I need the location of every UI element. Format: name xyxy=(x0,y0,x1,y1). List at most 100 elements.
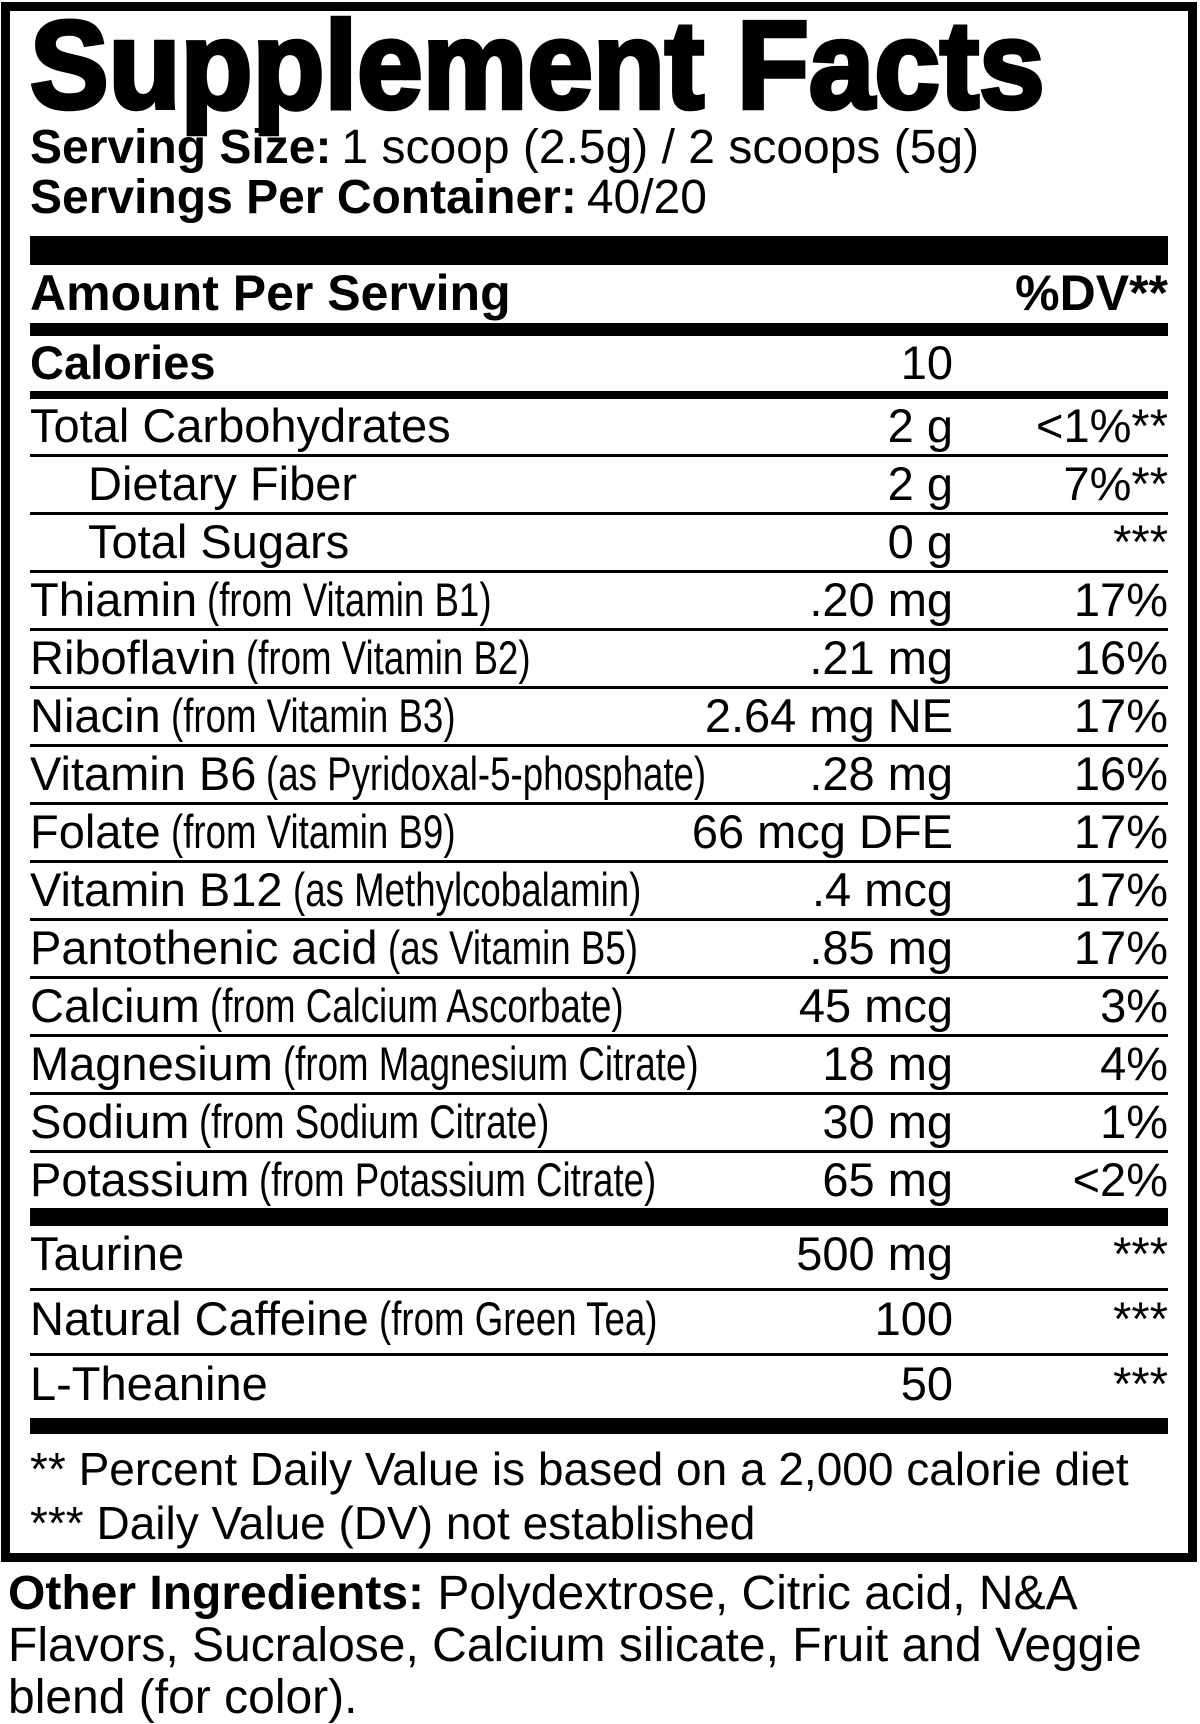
amount-per-serving-header: Amount Per Serving xyxy=(30,265,511,321)
supplement-facts-panel: Supplement Facts Serving Size: 1 scoop (2… xyxy=(1,2,1197,1562)
table-row: Folate (from Vitamin B9) 66 mcg DFE 17% xyxy=(30,805,1168,863)
table-row: L-Theanine 50 *** xyxy=(30,1356,1168,1418)
table-row: Natural Caffeine (from Green Tea) 100 *** xyxy=(30,1291,1168,1356)
nutrient-source: (from Potassium Citrate) xyxy=(259,1153,657,1206)
amount-value: .21 mg xyxy=(809,631,953,684)
page-title: Supplement Facts xyxy=(28,2,1047,135)
other-ingredients-label: Other Ingredients: xyxy=(8,1567,425,1620)
serving-size-label: Serving Size: xyxy=(30,121,332,174)
amount-value: .85 mg xyxy=(809,921,953,974)
daily-value: *** xyxy=(1113,1292,1168,1345)
amount-value: 66 mcg DFE xyxy=(691,805,953,858)
nutrient-label: Dietary Fiber xyxy=(88,457,358,510)
daily-value: 17% xyxy=(1073,863,1168,916)
nutrient-source: (as Methylcobalamin) xyxy=(292,863,641,916)
nutrient-table-actives: Taurine 500 mg *** Natural Caffeine (from… xyxy=(30,1226,1168,1418)
daily-value: *** xyxy=(1113,1357,1168,1410)
amount-value: 2 g xyxy=(887,457,953,510)
table-row: Potassium (from Potassium Citrate) 65 mg … xyxy=(30,1153,1168,1208)
nutrient-source: (from Vitamin B9) xyxy=(170,805,456,858)
table-row: Magnesium (from Magnesium Citrate) 18 mg … xyxy=(30,1037,1168,1095)
nutrient-label: Calories xyxy=(30,336,216,389)
table-row: Niacin (from Vitamin B3) 2.64 mg NE 17% xyxy=(30,689,1168,747)
nutrient-name-cell: Thiamin (from Vitamin B1) xyxy=(30,573,703,626)
daily-value: 17% xyxy=(1073,689,1168,742)
daily-value: 17% xyxy=(1073,921,1168,974)
nutrient-label: Thiamin xyxy=(30,573,198,626)
nutrient-label: Niacin xyxy=(30,689,161,742)
amount-value: 2 g xyxy=(887,399,953,452)
nutrient-source: (from Green Tea) xyxy=(378,1292,658,1345)
nutrient-name-cell: Calcium (from Calcium Ascorbate) xyxy=(30,979,703,1032)
nutrient-name-cell: Calories xyxy=(30,336,703,389)
nutrient-name-cell: Taurine xyxy=(30,1226,703,1282)
percent-dv-header: %DV** xyxy=(1015,265,1168,321)
nutrient-label: Pantothenic acid xyxy=(30,921,378,974)
daily-value: <1%** xyxy=(1036,399,1168,452)
servings-per-container-line: Servings Per Container: 40/20 xyxy=(30,173,1168,223)
nutrient-name-cell: Potassium (from Potassium Citrate) xyxy=(30,1153,703,1206)
footnote-dv-not-established: *** Daily Value (DV) not established xyxy=(30,1497,756,1549)
other-ingredients: Other Ingredients: Polydextrose, Citric … xyxy=(0,1562,1200,1724)
amount-value: .4 mcg xyxy=(811,863,953,916)
table-row: Vitamin B12 (as Methylcobalamin) .4 mcg 1… xyxy=(30,863,1168,921)
table-row: Sodium (from Sodium Citrate) 30 mg 1% xyxy=(30,1095,1168,1153)
section-divider-actives xyxy=(30,1208,1168,1226)
amount-value: 0 g xyxy=(887,515,953,568)
nutrient-label: Calcium xyxy=(30,979,200,1032)
daily-value: <2% xyxy=(1072,1153,1168,1206)
section-divider-footnotes xyxy=(30,1418,1168,1434)
daily-value: 1% xyxy=(1100,1095,1168,1148)
nutrient-label: Sodium xyxy=(30,1095,190,1148)
nutrient-source: (from Sodium Citrate) xyxy=(199,1095,550,1148)
nutrient-source: (as Pyridoxal-5-phosphate) xyxy=(266,747,707,800)
nutrient-label: Total Sugars xyxy=(88,515,350,568)
nutrient-label: L-Theanine xyxy=(30,1357,268,1410)
amount-value: 30 mg xyxy=(822,1095,953,1148)
nutrient-name-cell: Niacin (from Vitamin B3) xyxy=(30,689,703,742)
daily-value: 16% xyxy=(1073,747,1168,800)
amount-value: 500 mg xyxy=(796,1227,953,1280)
nutrient-name-cell: Pantothenic acid (as Vitamin B5) xyxy=(30,921,703,974)
amount-value: 10 xyxy=(900,336,953,389)
table-row: Riboflavin (from Vitamin B2) .21 mg 16% xyxy=(30,631,1168,689)
nutrient-name-cell: Natural Caffeine (from Green Tea) xyxy=(30,1291,703,1347)
table-row: Taurine 500 mg *** xyxy=(30,1226,1168,1291)
nutrient-table-main: Calories 10 Total Carbohydrates 2 g <1%*… xyxy=(30,336,1168,1208)
table-row: Thiamin (from Vitamin B1) .20 mg 17% xyxy=(30,573,1168,631)
daily-value: 17% xyxy=(1073,805,1168,858)
nutrient-label: Taurine xyxy=(30,1227,185,1280)
daily-value: 3% xyxy=(1100,979,1168,1032)
servings-per-container-value: 40/20 xyxy=(586,171,707,224)
nutrient-name-cell: Folate (from Vitamin B9) xyxy=(30,805,692,858)
nutrient-name-cell: Magnesium (from Magnesium Citrate) xyxy=(30,1037,703,1090)
nutrient-name-cell: Sodium (from Sodium Citrate) xyxy=(30,1095,703,1148)
nutrient-label: Natural Caffeine xyxy=(30,1292,369,1345)
nutrient-source: (from Magnesium Citrate) xyxy=(282,1037,699,1090)
amount-value: 18 mg xyxy=(822,1037,953,1090)
amount-value: .28 mg xyxy=(809,747,953,800)
nutrient-source: (from Vitamin B1) xyxy=(207,573,492,626)
nutrient-name-cell: Riboflavin (from Vitamin B2) xyxy=(30,631,703,684)
daily-value: 17% xyxy=(1073,573,1168,626)
amount-value: 65 mg xyxy=(822,1153,953,1206)
nutrient-label: Total Carbohydrates xyxy=(30,399,451,452)
nutrient-source: (from Vitamin B3) xyxy=(170,689,456,742)
serving-size-value: 1 scoop (2.5g) / 2 scoops (5g) xyxy=(341,121,980,174)
section-divider-top xyxy=(30,236,1168,265)
footnotes: ** Percent Daily Value is based on a 2,0… xyxy=(30,1434,1168,1550)
nutrient-label: Potassium xyxy=(30,1153,250,1206)
table-row: Total Carbohydrates 2 g <1%** xyxy=(30,399,1168,457)
nutrient-label: Vitamin B6 xyxy=(30,747,257,800)
amount-value: 2.64 mg NE xyxy=(704,689,953,742)
nutrient-name-cell: Total Sugars xyxy=(30,515,703,568)
nutrient-label: Vitamin B12 xyxy=(30,863,283,916)
table-row: Dietary Fiber 2 g 7%** xyxy=(30,457,1168,515)
amount-value: 45 mcg xyxy=(798,979,953,1032)
table-row: Calcium (from Calcium Ascorbate) 45 mcg 3… xyxy=(30,979,1168,1037)
table-row: Vitamin B6 (as Pyridoxal-5-phosphate) .28… xyxy=(30,747,1168,805)
table-row: Total Sugars 0 g *** xyxy=(30,515,1168,573)
nutrient-name-cell: Vitamin B6 (as Pyridoxal-5-phosphate) xyxy=(30,747,707,800)
daily-value: *** xyxy=(1113,515,1168,568)
daily-value: 16% xyxy=(1073,631,1168,684)
